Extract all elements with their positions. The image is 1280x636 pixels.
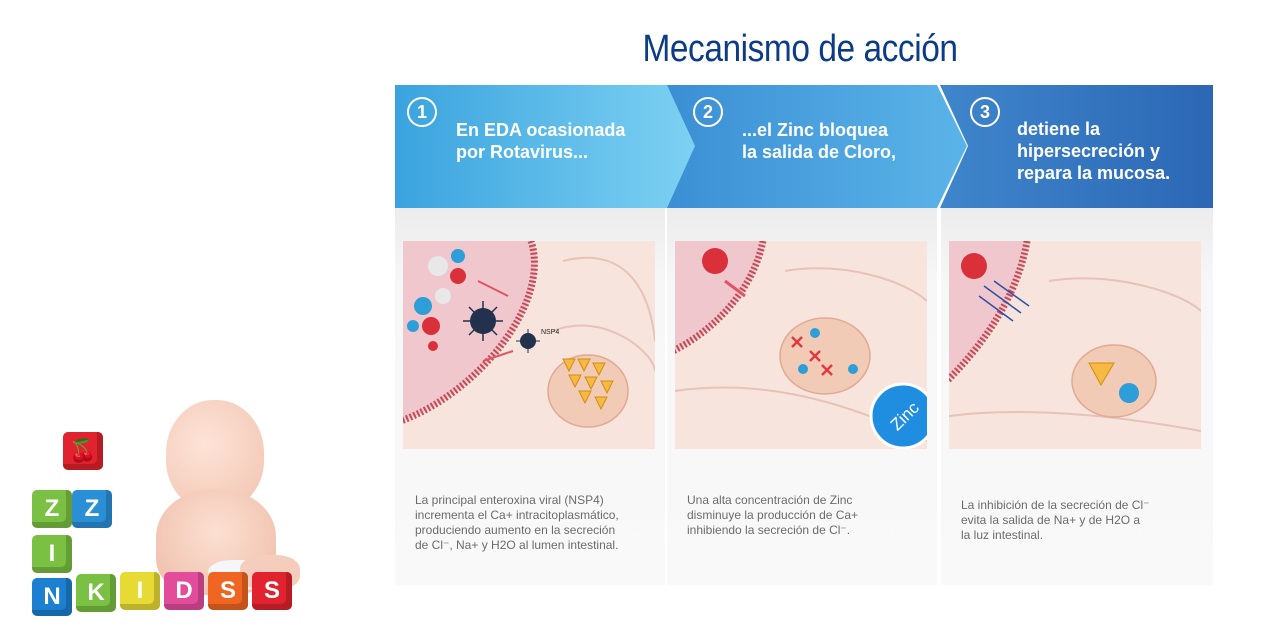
step-1-heading-line2: por Rotavirus...	[456, 142, 589, 162]
step-2-heading: ...el Zinc bloquea la salida de Cloro,	[742, 119, 896, 163]
cherry-cube-icon: 🍒	[63, 432, 103, 470]
step-2-desc-line: Una alta concentración de Zinc	[687, 493, 853, 507]
step-3-desc-line: la luz intestinal.	[961, 528, 1044, 542]
step-1-description: La principal enteroxina viral (NSP4) inc…	[415, 493, 619, 553]
step-3-heading-line2: hipersecreción y	[1017, 141, 1161, 161]
step-1-desc-line: incrementa el Ca+ intracitoplasmático,	[415, 508, 619, 522]
step-1-desc-line: de Cl⁻, Na+ y H2O al lumen intestinal.	[415, 538, 619, 552]
page-title: Mecanismo de acción	[642, 28, 958, 70]
logo-letter-d: D	[164, 572, 204, 610]
step-1-desc-line: La principal enteroxina viral (NSP4)	[415, 493, 604, 507]
step-1-desc-line: produciendo aumento en la secreción	[415, 523, 616, 537]
step-3-number: 3	[970, 97, 1000, 127]
logo-letter-s: S	[208, 572, 248, 610]
step-1-number: 1	[407, 97, 437, 127]
step-2-heading-line2: la salida de Cloro,	[742, 142, 897, 162]
step-3-heading: detiene la hipersecreción y repara la mu…	[1017, 118, 1170, 184]
logo-letter-i2: I	[120, 572, 160, 610]
step-3-column: La inhibición de la secreción de Cl⁻ evi…	[941, 208, 1213, 585]
step-3-description: La inhibición de la secreción de Cl⁻ evi…	[961, 498, 1149, 543]
step-3-desc-line: La inhibición de la secreción de Cl⁻	[961, 498, 1150, 512]
rotavirus-diagram: NSP4	[403, 241, 655, 449]
zinc-block-diagram: Zinc	[675, 241, 927, 449]
step-2-desc-line: inhibiendo la secreción de Cl⁻.	[687, 523, 851, 537]
step-2-banner: 2 ...el Zinc bloquea la salida de Cloro,	[665, 85, 967, 208]
logo-letter-i: I	[32, 535, 72, 573]
nsp4-label: NSP4	[541, 329, 559, 336]
step-2-description: Una alta concentración de Zinc disminuye…	[687, 493, 858, 538]
logo-letter-k: K	[76, 574, 116, 612]
step-1-heading: En EDA ocasionada por Rotavirus...	[456, 119, 625, 163]
step-3-desc-line: evita la salida de Na+ y de H2O a	[961, 513, 1141, 527]
step-3-heading-line3: repara la mucosa.	[1017, 163, 1171, 183]
step-3-banner: 3 detiene la hipersecreción y repara la …	[940, 85, 1213, 208]
logo-letter-z2: Z	[72, 490, 112, 528]
step-2-illustration: Zinc	[675, 241, 927, 449]
logo-letter-s2: S	[252, 572, 292, 610]
mucosa-repair-diagram	[949, 241, 1201, 449]
step-2-desc-line: disminuye la producción de Ca+	[687, 508, 859, 522]
mechanism-panels: 1 En EDA ocasionada por Rotavirus... 2 .…	[395, 85, 1213, 585]
logo-letter-z1: Z	[32, 490, 72, 528]
step-2-column: Zinc Una alta concentración de Zinc dism…	[667, 208, 937, 585]
step-1-heading-line1: En EDA ocasionada	[456, 120, 626, 140]
zinkids-logo: 🍒 Z Z I N K I D S S	[28, 400, 300, 625]
step-1-column: NSP4 La principal enteroxina viral (NSP4…	[395, 208, 665, 585]
step-3-heading-line1: detiene la	[1017, 119, 1101, 139]
step-3-illustration	[949, 241, 1201, 449]
step-2-heading-line1: ...el Zinc bloquea	[742, 120, 889, 140]
step-1-illustration: NSP4	[403, 241, 655, 449]
logo-letter-n: N	[32, 578, 72, 616]
step-1-banner: 1 En EDA ocasionada por Rotavirus...	[395, 85, 695, 208]
step-2-number: 2	[693, 97, 723, 127]
